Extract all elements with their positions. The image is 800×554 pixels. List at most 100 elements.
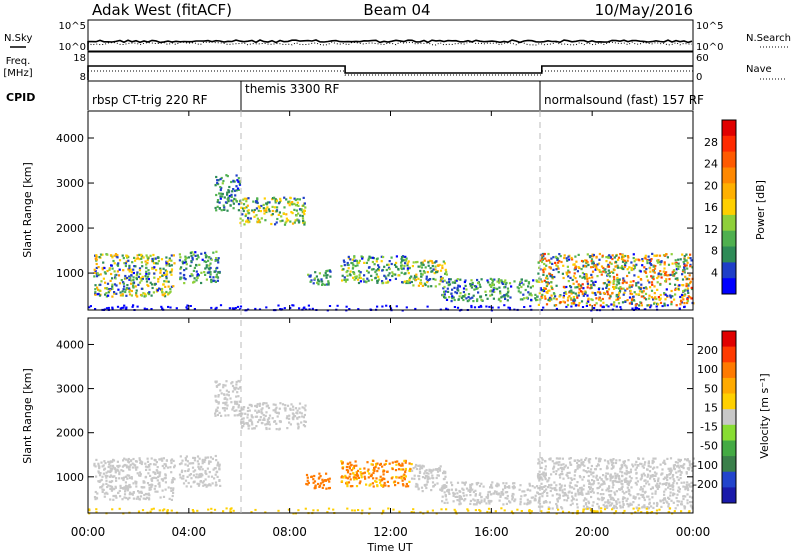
power-cell-1979: [572, 301, 576, 304]
power-cell-242: [165, 270, 169, 273]
power-cell-580: [302, 221, 305, 224]
power-cell-665: [279, 197, 282, 200]
velocity-cell-234: [158, 473, 161, 476]
velocity-cell-906: [360, 473, 363, 477]
velocity-cell-126: [102, 488, 105, 491]
power-cell-547: [220, 209, 223, 212]
velocity-cell-549: [214, 395, 217, 398]
power-cell-1268: [651, 252, 654, 255]
power-cell-1736: [622, 293, 625, 296]
power-cell-684: [287, 219, 290, 222]
velocity-cell-552: [301, 415, 304, 418]
power-colorbar-seg-0: [722, 120, 736, 137]
power-cell-1585: [587, 263, 590, 267]
noise-right-tick-top: 10^5: [696, 21, 723, 32]
velocity-cell-392: [196, 460, 199, 463]
velocity-cell-58: [136, 472, 139, 475]
power-cell-515: [234, 194, 237, 197]
velocity-cell-1155: [443, 491, 446, 494]
velocity-cell-143: [127, 460, 130, 463]
power-cell-2079: [186, 307, 189, 310]
velocity-cell-377: [200, 472, 203, 476]
velocity-cell-1710: [569, 457, 572, 460]
power-cell-415: [205, 278, 208, 281]
velocity-cell-106: [166, 466, 170, 469]
power-cell-2036: [626, 259, 629, 262]
velocity-cell-358: [198, 475, 201, 478]
power-cell-2063: [507, 306, 510, 309]
power-cell-1570: [660, 273, 663, 276]
velocity-cell-1558: [669, 494, 672, 497]
velocity-cell-2003: [642, 457, 645, 460]
power-cell-1528: [545, 303, 549, 306]
power-cell-1155: [476, 298, 479, 301]
power-cell-1067: [464, 284, 467, 287]
power-cell-1135: [458, 295, 461, 298]
power-cell-1955: [648, 281, 651, 284]
power-cell-61: [105, 295, 108, 298]
power-cell-302: [134, 265, 137, 268]
power-cell-79: [103, 271, 106, 274]
power-cell-1158: [475, 285, 478, 288]
power-cell-565: [251, 209, 254, 212]
power-cell-1996: [675, 287, 678, 290]
power-cell-2192: [308, 308, 311, 311]
power-cell-1846: [586, 280, 589, 283]
velocity-cell-1246: [528, 484, 531, 487]
power-cell-899: [358, 274, 361, 277]
velocity-cell-279: [135, 468, 138, 471]
power-cell-462: [238, 180, 241, 183]
velocity-cell-1692: [611, 463, 614, 467]
power-cell-1245: [485, 294, 488, 297]
power-cell-197: [145, 277, 148, 280]
velocity-cell-2170: [229, 510, 232, 513]
velocity-cell-1720: [617, 475, 620, 478]
velocity-cell-2186: [634, 511, 637, 514]
power-cell-1596: [543, 279, 546, 282]
power-cell-2057: [105, 307, 109, 310]
power-cell-1151: [500, 279, 503, 282]
power-cell-171: [128, 275, 131, 278]
power-cell-986: [441, 264, 444, 267]
power-cell-377: [210, 278, 213, 281]
power-cell-1744: [594, 268, 597, 271]
velocity-cell-390: [208, 460, 211, 463]
velocity-cell-473: [236, 391, 239, 394]
velocity-cell-1681: [688, 461, 691, 464]
power-cell-651: [246, 219, 249, 222]
velocity-cell-955: [441, 489, 444, 492]
velocity-cell-293: [170, 498, 173, 501]
velocity-cell-15: [148, 494, 151, 497]
velocity-cell-91: [161, 489, 164, 492]
power-cell-702: [299, 214, 302, 217]
power-cell-1581: [682, 298, 685, 301]
velocity-cell-2032: [673, 468, 676, 471]
power-cell-759: [308, 275, 311, 278]
velocity-cell-712: [288, 414, 291, 417]
velocity-cell-125: [111, 460, 114, 463]
power-cell-98: [146, 262, 149, 265]
power-cell-24: [147, 278, 150, 281]
power-cell-2003: [550, 294, 553, 297]
power-cell-1027: [433, 272, 436, 275]
velocity-cell-1665: [672, 492, 675, 495]
velocity-cell-1032: [442, 472, 445, 475]
velocity-cell-2016: [646, 495, 649, 498]
velocity-cell-1434: [640, 477, 643, 480]
velocity-cell-1907: [577, 493, 580, 496]
velocity-cell-1356: [641, 465, 644, 468]
power-cell-138: [132, 284, 135, 287]
velocity-cell-483: [231, 384, 235, 388]
power-cell-418: [214, 280, 217, 283]
velocity-cell-1245: [491, 486, 494, 489]
power-cell-697: [284, 221, 287, 224]
power-cell-1252: [506, 287, 510, 290]
power-cell-1119: [454, 279, 457, 282]
power-cell-433: [197, 256, 200, 259]
power-cell-1509: [683, 289, 686, 292]
power-cell-1020: [413, 274, 417, 277]
velocity-cell-366: [190, 485, 193, 488]
velocity-cell-1731: [612, 498, 615, 501]
velocity-cell-726: [325, 472, 328, 475]
velocity-cell-458: [201, 459, 204, 462]
